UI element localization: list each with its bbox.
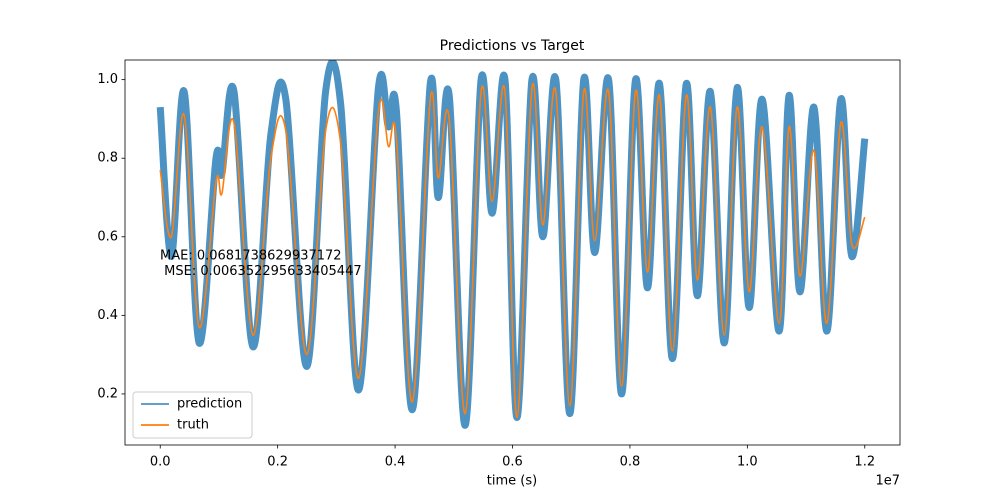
x-tick-label: 0.2 xyxy=(267,455,288,470)
legend-label: truth xyxy=(177,418,209,433)
x-tick-label: 1.2 xyxy=(854,455,875,470)
series-line xyxy=(156,60,869,429)
x-axis-label: time (s) xyxy=(487,474,537,489)
x-tick-label: 0.8 xyxy=(620,455,641,470)
y-tick-label: 1.0 xyxy=(97,72,118,87)
chart-title: Predictions vs Target xyxy=(440,38,585,54)
y-tick-label: 0.4 xyxy=(97,308,118,323)
y-tick-label: 0.2 xyxy=(97,386,118,401)
annotation: MAE: 0.0681738629937172 xyxy=(160,249,342,264)
x-tick-label: 0.0 xyxy=(150,455,171,470)
x-offset-label: 1e7 xyxy=(875,474,900,489)
legend-label: prediction xyxy=(177,397,242,412)
y-tick-label: 0.8 xyxy=(97,151,118,166)
x-tick-label: 1.0 xyxy=(737,455,758,470)
series-line xyxy=(159,82,866,419)
y-tick-label: 0.6 xyxy=(97,229,118,244)
x-tick-label: 0.4 xyxy=(385,455,406,470)
annotation: MSE: 0.006352295633405447 xyxy=(160,264,362,279)
x-tick-label: 0.6 xyxy=(502,455,523,470)
